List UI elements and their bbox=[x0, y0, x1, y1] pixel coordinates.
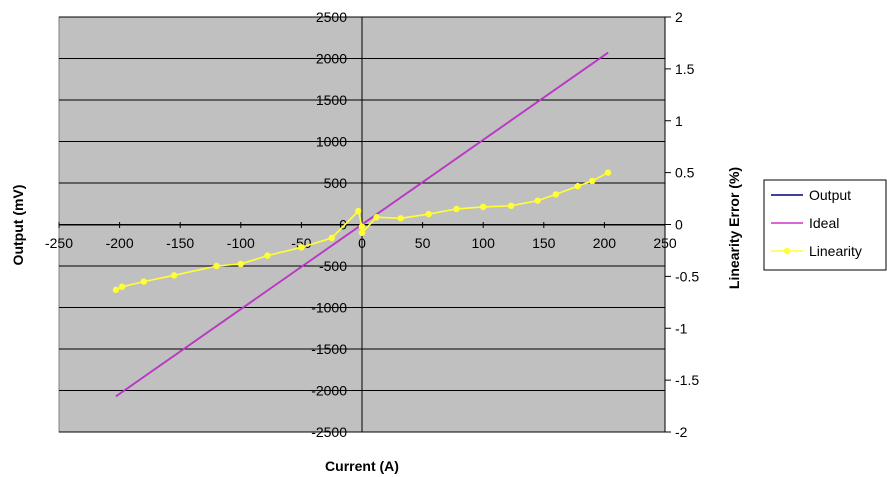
legend-label-output: Output bbox=[809, 187, 851, 203]
y2-tick-label: 0.5 bbox=[675, 165, 695, 181]
y2-axis-title: Linearity Error (%) bbox=[726, 167, 742, 289]
data-point-linearity bbox=[453, 205, 460, 213]
data-point-linearity bbox=[604, 169, 612, 176]
data-point-linearity bbox=[534, 197, 541, 204]
y-tick-label: 0 bbox=[339, 217, 347, 233]
x-tick-label: 250 bbox=[653, 235, 677, 251]
y-tick-label: 1000 bbox=[316, 134, 347, 150]
x-tick-label: 50 bbox=[415, 235, 431, 251]
y-tick-label: 500 bbox=[324, 175, 348, 191]
data-point-linearity bbox=[118, 283, 126, 290]
x-tick-labels: -250 -200 -150 -100 -50 0 50 100 150 200 250 bbox=[45, 235, 677, 251]
y-tick-label: -1000 bbox=[311, 300, 347, 316]
legend-items: Output Ideal Linearity bbox=[771, 187, 862, 259]
data-point-linearity bbox=[480, 203, 487, 211]
data-point-linearity bbox=[213, 262, 220, 270]
data-point-linearity bbox=[425, 210, 432, 218]
data-point-linearity bbox=[358, 229, 366, 236]
y-tick-labels: 2500 2000 1500 1000 500 0 -500 -1000 -1500 -2000 -… bbox=[311, 9, 347, 440]
y2-tick-label: 2 bbox=[675, 9, 683, 25]
legend-label-ideal: Ideal bbox=[809, 215, 839, 231]
data-point-linearity bbox=[170, 272, 178, 279]
y-tick-label: 2500 bbox=[316, 9, 347, 25]
y2-tick-label: -0.5 bbox=[675, 268, 699, 284]
data-point-linearity bbox=[328, 234, 335, 242]
data-point-linearity bbox=[373, 214, 380, 221]
data-point-linearity bbox=[140, 278, 148, 285]
y-tick-label: -2000 bbox=[311, 383, 347, 399]
x-tick-label: -250 bbox=[45, 235, 73, 251]
y2-tick-label: -2 bbox=[675, 424, 688, 440]
x-tick-label: -200 bbox=[106, 235, 134, 251]
x-tick-label: -150 bbox=[166, 235, 194, 251]
x-axis-title: Current (A) bbox=[325, 458, 399, 474]
legend-label-linearity: Linearity bbox=[809, 243, 862, 259]
data-point-linearity bbox=[355, 207, 362, 215]
data-point-linearity bbox=[507, 202, 515, 210]
data-point-linearity bbox=[237, 260, 244, 268]
y2-tick-label: 1.5 bbox=[675, 61, 695, 77]
x-tick-label: 100 bbox=[472, 235, 496, 251]
x-tick-label: -100 bbox=[227, 235, 255, 251]
y2-tick-labels: 2 1.5 1 0.5 0 -0.5 -1 -1.5 -2 bbox=[675, 9, 699, 440]
data-point-linearity bbox=[397, 215, 404, 222]
x-tick-label: 0 bbox=[358, 235, 366, 251]
data-point-linearity bbox=[574, 182, 581, 190]
x-tick-label: -50 bbox=[291, 235, 311, 251]
x-tick-label: 200 bbox=[593, 235, 617, 251]
y-tick-label: -500 bbox=[319, 258, 347, 274]
y-tick-label: -1500 bbox=[311, 341, 347, 357]
x-tick-label: 150 bbox=[532, 235, 556, 251]
data-point-linearity bbox=[112, 286, 120, 294]
data-point-linearity bbox=[264, 252, 271, 259]
data-point-linearity bbox=[589, 177, 596, 185]
data-point-linearity bbox=[552, 191, 560, 198]
legend-marker-linearity bbox=[783, 247, 791, 255]
y-tick-label: 2000 bbox=[316, 51, 347, 67]
data-point-linearity bbox=[298, 244, 305, 251]
series-markers bbox=[112, 169, 612, 294]
y2-tick-label: 1 bbox=[675, 113, 683, 129]
y-tick-label: -2500 bbox=[311, 424, 347, 440]
y-tick-label: 1500 bbox=[316, 92, 347, 108]
data-point-linearity bbox=[358, 223, 366, 230]
y2-tick-label: -1 bbox=[675, 320, 688, 336]
legend: Output Ideal Linearity bbox=[763, 179, 887, 271]
y-axis-title: Output (mV) bbox=[10, 185, 26, 266]
y2-tick-label: -1.5 bbox=[675, 372, 699, 388]
y2-tick-label: 0 bbox=[675, 217, 683, 233]
